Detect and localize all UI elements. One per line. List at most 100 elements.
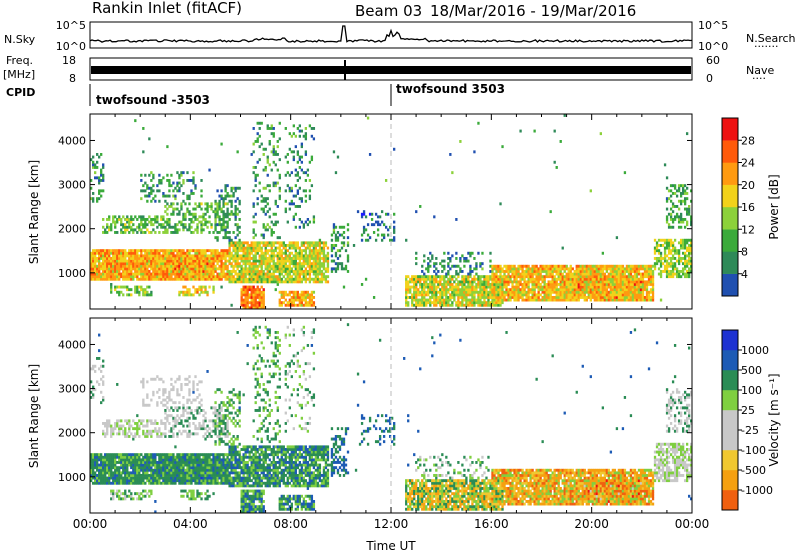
power-cell bbox=[110, 272, 113, 276]
power-cell bbox=[411, 293, 414, 297]
velocity-cell bbox=[106, 463, 109, 467]
power-cell bbox=[226, 192, 229, 195]
power-cell bbox=[647, 277, 651, 281]
power-cell bbox=[224, 233, 227, 237]
power-cell bbox=[593, 277, 596, 281]
power-cell bbox=[192, 257, 195, 260]
power-cell bbox=[224, 215, 227, 219]
power-cell bbox=[268, 142, 271, 146]
velocity-cell bbox=[120, 419, 123, 423]
power-cell bbox=[368, 153, 372, 156]
power-cell bbox=[439, 262, 442, 266]
power-cell bbox=[433, 285, 436, 289]
power-cell bbox=[244, 303, 247, 307]
power-cell bbox=[198, 254, 201, 258]
power-cell bbox=[254, 249, 257, 253]
power-cell bbox=[364, 215, 368, 219]
power-cell bbox=[479, 275, 482, 279]
power-cell bbox=[298, 176, 301, 180]
power-cell bbox=[407, 303, 410, 307]
power-cell bbox=[212, 272, 215, 276]
power-cell bbox=[244, 259, 247, 263]
power-cell bbox=[188, 290, 191, 294]
velocity-cell bbox=[124, 471, 127, 475]
power-cell bbox=[501, 277, 504, 281]
power-cell bbox=[370, 223, 374, 227]
power-cell bbox=[92, 270, 95, 273]
power-cell bbox=[158, 173, 161, 177]
power-cell bbox=[445, 283, 448, 286]
power-cell bbox=[294, 194, 297, 198]
power-cell bbox=[539, 288, 542, 292]
power-cell bbox=[198, 262, 201, 266]
power-cell bbox=[573, 283, 576, 286]
power-cell bbox=[220, 285, 223, 289]
power-cell bbox=[561, 277, 564, 281]
power-cell bbox=[260, 277, 263, 281]
power-cell bbox=[134, 275, 137, 279]
power-cell bbox=[90, 197, 93, 201]
power-cell bbox=[190, 264, 193, 268]
power-cell bbox=[599, 272, 602, 276]
velocity-cell bbox=[90, 463, 93, 467]
power-cell bbox=[320, 257, 324, 260]
velocity-cell bbox=[114, 474, 117, 477]
power-cell bbox=[567, 283, 570, 286]
power-cell bbox=[190, 272, 193, 276]
power-cell bbox=[200, 251, 203, 255]
power-cell bbox=[563, 298, 566, 302]
power-cell bbox=[677, 275, 681, 279]
velocity-cell bbox=[122, 476, 125, 480]
power-cell bbox=[302, 277, 306, 281]
power-cell bbox=[254, 176, 257, 180]
power-cell bbox=[659, 254, 663, 258]
power-cell bbox=[150, 262, 153, 266]
power-cell bbox=[581, 270, 584, 273]
power-cell bbox=[262, 233, 265, 237]
power-cell bbox=[537, 267, 540, 271]
power-cell bbox=[581, 285, 584, 289]
power-cell bbox=[423, 283, 426, 286]
power-cell bbox=[262, 270, 265, 273]
power-cell bbox=[198, 288, 201, 292]
power-cell bbox=[451, 275, 454, 279]
power-cell bbox=[188, 254, 191, 258]
power-cell bbox=[419, 301, 422, 305]
velocity-cell bbox=[110, 458, 113, 462]
power-cell bbox=[210, 257, 213, 260]
power-cell bbox=[240, 272, 243, 276]
power-cell bbox=[224, 267, 227, 271]
power-cell bbox=[641, 264, 645, 268]
velocity-cell bbox=[112, 471, 115, 475]
power-cell bbox=[435, 288, 438, 292]
power-cell bbox=[362, 210, 366, 214]
velocity-cell bbox=[94, 466, 97, 470]
power-cell bbox=[108, 259, 111, 263]
power-cell bbox=[669, 238, 673, 242]
power-cell bbox=[142, 225, 145, 229]
power-cell bbox=[310, 184, 314, 188]
power-cell bbox=[212, 267, 215, 271]
power-cell bbox=[244, 241, 247, 245]
power-cell bbox=[242, 290, 245, 294]
power-cell bbox=[635, 264, 639, 268]
power-cell bbox=[621, 290, 625, 294]
power-cell bbox=[176, 223, 179, 227]
velocity-cell bbox=[104, 463, 107, 467]
power-cell bbox=[128, 277, 131, 281]
power-cell bbox=[228, 254, 231, 258]
power-cell bbox=[499, 296, 502, 299]
power-cell bbox=[258, 301, 261, 305]
power-cell bbox=[168, 181, 171, 185]
power-cell bbox=[673, 249, 677, 253]
power-cell bbox=[270, 246, 273, 250]
power-cell bbox=[234, 246, 237, 250]
power-cell bbox=[673, 218, 677, 221]
power-cell bbox=[665, 215, 669, 219]
power-cell bbox=[308, 220, 312, 224]
power-cell bbox=[537, 288, 540, 292]
power-cell bbox=[256, 306, 259, 310]
power-cell bbox=[230, 257, 233, 260]
power-cell bbox=[154, 220, 157, 224]
power-cell bbox=[190, 218, 193, 221]
